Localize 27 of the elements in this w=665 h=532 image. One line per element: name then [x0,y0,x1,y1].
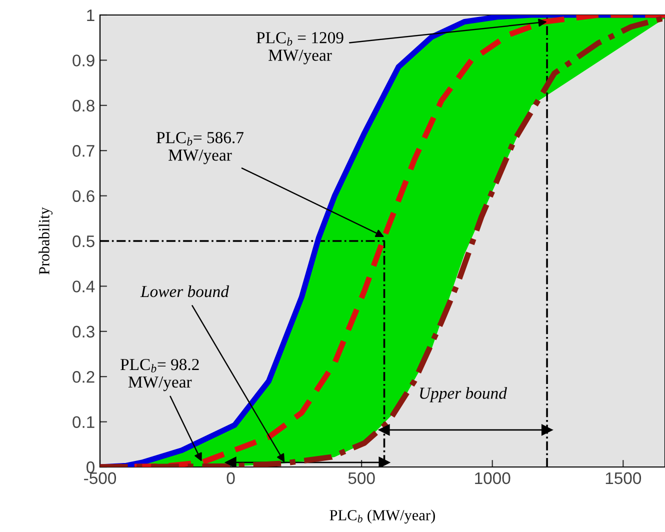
annotation: PLC$_{b}$ = 1209 MW/year [256,32,344,64]
y-tick-label: 0.2 [72,371,94,383]
annotation: Lower bound [140,285,230,298]
y-tick-label: 0.7 [72,145,94,157]
point [378,424,390,436]
annotation: PLC$_{b}$= 98.2 MW/year [120,358,199,392]
y-tick-label: 0.5 [72,235,94,248]
y-axis-title: Probability [38,207,53,275]
y-tick-label: 1 [87,10,94,22]
y-tick-label: 0.8 [72,100,94,112]
y-tick-label: 0.3 [72,326,94,338]
point [225,456,236,467]
x-tick-label: 0 [226,472,235,484]
x-tick-label: 1000 [475,472,510,484]
x-axis-title: PLC$_{b}$ (MW/year) [330,510,435,524]
annotation: Upper bound [420,387,507,402]
y-tick-label: 0.4 [72,280,95,292]
y-tick-label: 0 [86,461,94,474]
x-tick-label: 1500 [606,472,642,484]
x-tick-label: -500 [84,472,116,484]
point [378,456,390,467]
x-tick-label: 500 [348,472,375,484]
point [541,424,553,436]
y-tick-label: 0.1 [72,416,94,428]
y-tick-label: 0.6 [72,190,94,202]
y-tick-label: 0.9 [72,54,94,66]
annotation: PLC$_{b}$= 586.7 MW/year [156,132,244,164]
